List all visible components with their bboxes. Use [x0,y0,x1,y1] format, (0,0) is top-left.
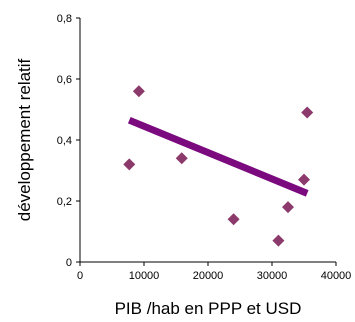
y-axis-ticks: 0 0,2 0,4 0,6 0,8 [57,13,80,269]
x-tick-label: 20000 [193,270,224,282]
data-point [123,158,136,171]
x-axis-ticks: 0 10000 20000 30000 40000 [77,262,351,282]
data-point [301,106,314,119]
y-tick-label: 0 [66,257,72,269]
x-tick-label: 0 [77,270,83,282]
x-tick-label: 40000 [321,270,352,282]
data-points [123,85,314,247]
data-point [132,85,145,98]
y-tick-label: 0,2 [57,196,72,208]
data-point [282,201,294,214]
trendline-group [127,116,309,197]
y-axis-label: développement relatif [15,58,34,221]
data-point [227,213,240,226]
x-tick-label: 10000 [129,270,160,282]
data-point [272,234,285,247]
trendline [127,116,309,197]
y-tick-label: 0,6 [57,74,72,86]
y-tick-label: 0,4 [57,135,72,147]
data-point [298,173,310,186]
x-axis-label: PIB /hab en PPP et USD [115,299,302,318]
y-tick-label: 0,8 [57,13,72,25]
x-tick-label: 30000 [257,270,288,282]
data-point [175,152,188,165]
